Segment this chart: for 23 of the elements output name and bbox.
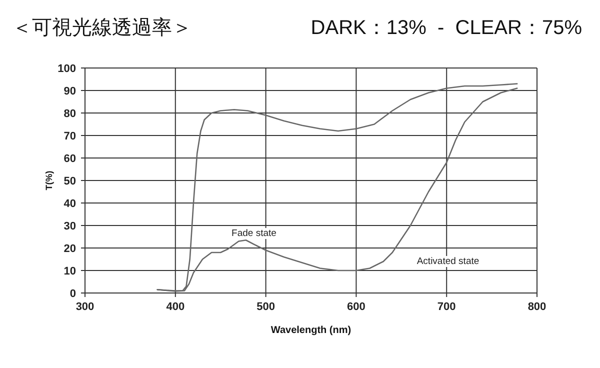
x-tick-label: 700 bbox=[437, 301, 456, 313]
y-tick-label: 70 bbox=[64, 130, 76, 142]
y-tick-label: 80 bbox=[64, 108, 76, 120]
y-tick-label: 10 bbox=[64, 266, 76, 278]
y-tick-label: 90 bbox=[64, 86, 76, 98]
x-tick-label: 800 bbox=[528, 301, 546, 313]
y-tick-label: 60 bbox=[64, 153, 76, 165]
annotation: Activated state bbox=[416, 256, 480, 267]
title: ＜可視光線透過率＞ bbox=[12, 17, 192, 39]
x-axis-title: Wavelength (nm) bbox=[270, 325, 352, 336]
x-tick-label: 400 bbox=[166, 301, 185, 313]
y-tick-label: 50 bbox=[64, 176, 76, 188]
x-tick-label: 500 bbox=[256, 301, 275, 313]
x-tick-label: 600 bbox=[347, 301, 366, 313]
x-tick-label: 300 bbox=[76, 301, 94, 313]
y-axis-title: T(%) bbox=[44, 170, 54, 190]
y-tick-label: 30 bbox=[64, 220, 76, 232]
y-tick-label: 100 bbox=[58, 63, 76, 75]
annotation: Fade state bbox=[232, 228, 276, 239]
y-tick-label: 20 bbox=[64, 243, 76, 255]
y-tick-label: 0 bbox=[70, 288, 76, 300]
y-tick-label: 40 bbox=[64, 198, 76, 210]
subtitle: DARK：13% - CLEAR：75% bbox=[310, 17, 582, 39]
